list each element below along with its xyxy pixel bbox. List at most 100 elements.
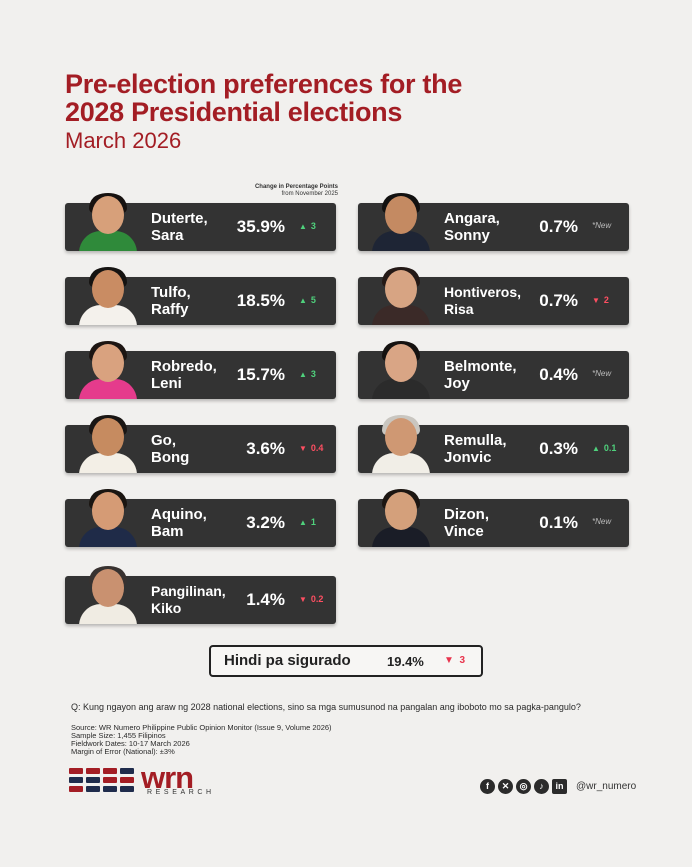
candidate-first-name: Leni xyxy=(151,375,182,392)
candidate-first-name: Risa xyxy=(444,301,474,317)
candidate-card: Aquino, Bam 3.2% ▲ 1 xyxy=(65,489,336,547)
page-subtitle: March 2026 xyxy=(65,128,182,153)
change-note-line-2: from November 2025 xyxy=(281,191,338,197)
social-handle: @wr_numero xyxy=(576,781,637,792)
candidate-name: Dizon, Vince xyxy=(444,506,489,540)
candidate-photo xyxy=(79,341,137,399)
change-value: 1 xyxy=(310,517,316,527)
candidate-photo xyxy=(79,415,137,473)
candidate-first-name: Joy xyxy=(444,375,470,392)
candidate-name: Hontiveros, Risa xyxy=(444,284,521,318)
candidate-first-name: Kiko xyxy=(151,600,182,616)
candidate-value: 18.5% xyxy=(236,291,285,310)
tiktok-icon[interactable]: ♪ xyxy=(534,779,549,794)
candidate-last-name: Dizon, xyxy=(444,506,489,523)
undecided-change: ▼ 3 xyxy=(444,655,465,666)
candidate-card: Duterte, Sara 35.9% ▲ 3 xyxy=(65,193,336,251)
candidate-last-name: Remulla, xyxy=(444,432,507,449)
up-arrow-icon: ▲ xyxy=(592,444,600,453)
candidate-value: 15.7% xyxy=(236,365,285,384)
candidate-value: 0.7% xyxy=(539,291,578,310)
candidate-value: 35.9% xyxy=(236,217,285,236)
logo-wordmark: wrn xyxy=(141,760,194,795)
undecided-value: 19.4% xyxy=(387,654,424,669)
candidate-card: Tulfo, Raffy 18.5% ▲ 5 xyxy=(65,267,336,325)
up-arrow-icon: ▲ xyxy=(299,222,307,231)
candidate-first-name: Jonvic xyxy=(444,449,492,466)
logo-grid-icon xyxy=(69,768,137,796)
candidate-last-name: Go, xyxy=(151,432,176,449)
candidate-value: 0.7% xyxy=(539,217,578,236)
candidate-name: Angara, Sonny xyxy=(444,210,500,244)
page-title: Pre-election preferences for the 2028 Pr… xyxy=(65,70,462,126)
candidate-photo xyxy=(79,193,137,251)
linkedin-icon[interactable]: in xyxy=(552,779,567,794)
change-value: 0.4 xyxy=(310,443,324,453)
candidate-name: Robredo, Leni xyxy=(151,358,217,392)
candidate-photo xyxy=(372,267,430,325)
candidate-name: Belmonte, Joy xyxy=(444,358,517,392)
candidate-card: Robredo, Leni 15.7% ▲ 3 xyxy=(65,341,336,399)
candidate-value: 0.3% xyxy=(539,439,578,458)
candidate-change: *New xyxy=(592,369,612,378)
candidate-first-name: Vince xyxy=(444,523,484,540)
logo-subtitle: RESEARCH xyxy=(147,789,215,796)
candidate-card: Angara, Sonny 0.7% *New xyxy=(358,193,629,251)
up-arrow-icon: ▲ xyxy=(299,518,307,527)
x-icon[interactable]: ✕ xyxy=(498,779,513,794)
candidate-change: ▲ 0.1 xyxy=(592,443,616,453)
margin-of-error-line: Margin of Error (National): ±3% xyxy=(71,747,175,756)
candidate-change: *New xyxy=(592,517,612,526)
instagram-icon[interactable]: ◎ xyxy=(516,779,531,794)
candidate-name: Tulfo, Raffy xyxy=(151,284,191,318)
undecided-change-value: 3 xyxy=(459,655,466,666)
candidate-name: Aquino, Bam xyxy=(151,506,207,540)
candidate-change: ▼ 2 xyxy=(592,295,609,305)
candidate-last-name: Duterte, xyxy=(151,210,208,227)
change-value: 3 xyxy=(310,369,316,379)
source-line: Source: WR Numero Philippine Public Opin… xyxy=(71,723,332,732)
candidate-first-name: Bong xyxy=(151,449,190,466)
candidate-last-name: Robredo, xyxy=(151,358,217,375)
candidate-value: 3.6% xyxy=(246,439,285,458)
candidate-value: 0.1% xyxy=(539,513,578,532)
change-value: 3 xyxy=(310,221,316,231)
down-arrow-icon: ▼ xyxy=(299,444,307,453)
candidate-value: 0.4% xyxy=(539,365,578,384)
candidate-last-name: Aquino, xyxy=(151,506,207,523)
candidate-photo xyxy=(372,489,430,547)
title-line-2: 2028 Presidential elections xyxy=(65,97,403,127)
down-arrow-icon: ▼ xyxy=(592,296,600,305)
undecided-box: Hindi pa sigurado 19.4% ▼ 3 xyxy=(209,645,483,677)
candidate-last-name: Hontiveros, xyxy=(444,284,522,300)
candidate-change: ▼ 0.2 xyxy=(299,594,323,604)
candidate-card: Go, Bong 3.6% ▼ 0.4 xyxy=(65,415,336,473)
wrn-logo: wrn RESEARCH xyxy=(69,760,229,800)
candidate-value: 1.4% xyxy=(246,590,285,609)
candidate-first-name: Bam xyxy=(151,523,184,540)
candidate-card: Pangilinan, Kiko 1.4% ▼ 0.2 xyxy=(65,566,336,624)
candidate-photo xyxy=(372,193,430,251)
candidate-name: Go, Bong xyxy=(151,432,189,466)
change-value: 5 xyxy=(310,295,316,305)
survey-question: Q: Kung ngayon ang araw ng 2028 national… xyxy=(71,702,581,712)
candidate-card: Remulla, Jonvic 0.3% ▲ 0.1 xyxy=(358,415,629,473)
candidate-change: ▲ 3 xyxy=(299,221,316,231)
candidate-change: ▼ 0.4 xyxy=(299,443,323,453)
candidate-change: ▲ 3 xyxy=(299,369,316,379)
candidate-last-name: Angara, xyxy=(444,210,500,227)
down-arrow-icon: ▼ xyxy=(299,595,307,604)
change-value: 2 xyxy=(603,295,609,305)
change-note: Change in Percentage Points from Novembe… xyxy=(210,184,338,198)
candidate-value: 3.2% xyxy=(246,513,285,532)
undecided-label: Hindi pa sigurado xyxy=(224,652,351,669)
change-value: 0.2 xyxy=(310,594,324,604)
candidate-card: Belmonte, Joy 0.4% *New xyxy=(358,341,629,399)
title-line-1: Pre-election preferences for the xyxy=(65,69,463,99)
up-arrow-icon: ▲ xyxy=(299,370,307,379)
candidate-last-name: Tulfo, xyxy=(151,284,191,301)
fieldwork-line: Fieldwork Dates: 10-17 March 2026 xyxy=(71,739,190,748)
candidate-first-name: Sara xyxy=(151,227,184,244)
facebook-icon[interactable]: f xyxy=(480,779,495,794)
candidate-name: Remulla, Jonvic xyxy=(444,432,507,466)
